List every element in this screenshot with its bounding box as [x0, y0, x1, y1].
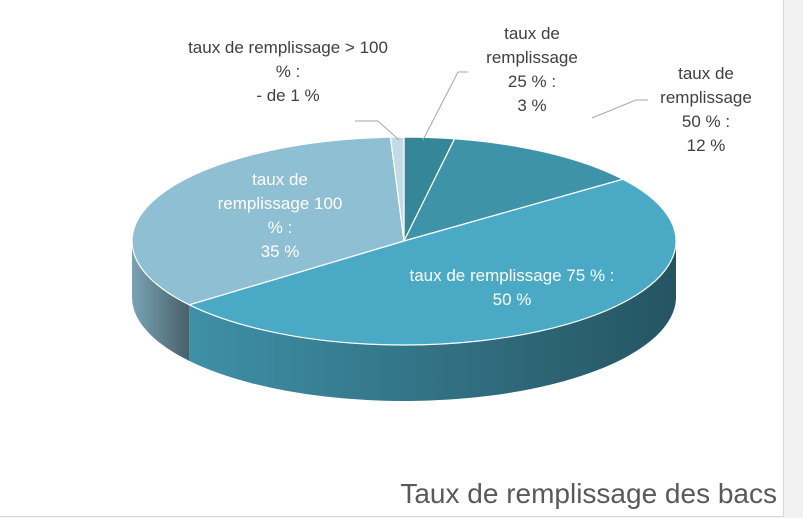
slice-side-shade	[189, 241, 676, 402]
slice-label: taux de remplissage 100 % :	[217, 170, 343, 237]
slice-label: taux de remplissage > 100 % :	[188, 38, 388, 81]
slice-label: taux de remplissage 50 % :	[660, 64, 752, 131]
chart-title: Taux de remplissage des bacs	[400, 478, 777, 509]
slice	[187, 178, 677, 346]
value-label: 50 %	[492, 290, 532, 309]
value-label: 3 %	[517, 96, 547, 115]
slice	[389, 136, 405, 242]
slice-side-shade	[132, 241, 190, 361]
slice-label: taux de remplissage 75 % :	[409, 266, 615, 285]
slice	[402, 138, 625, 242]
value-label: 35 %	[260, 242, 300, 261]
leader-line	[355, 120, 400, 141]
leader-line	[591, 99, 648, 119]
value-label: - de 1 %	[256, 86, 320, 105]
leader-line	[422, 71, 468, 141]
value-label: 12 %	[686, 136, 726, 155]
slice-label: taux de remplissage 25 % :	[486, 24, 578, 91]
slice	[131, 136, 405, 306]
